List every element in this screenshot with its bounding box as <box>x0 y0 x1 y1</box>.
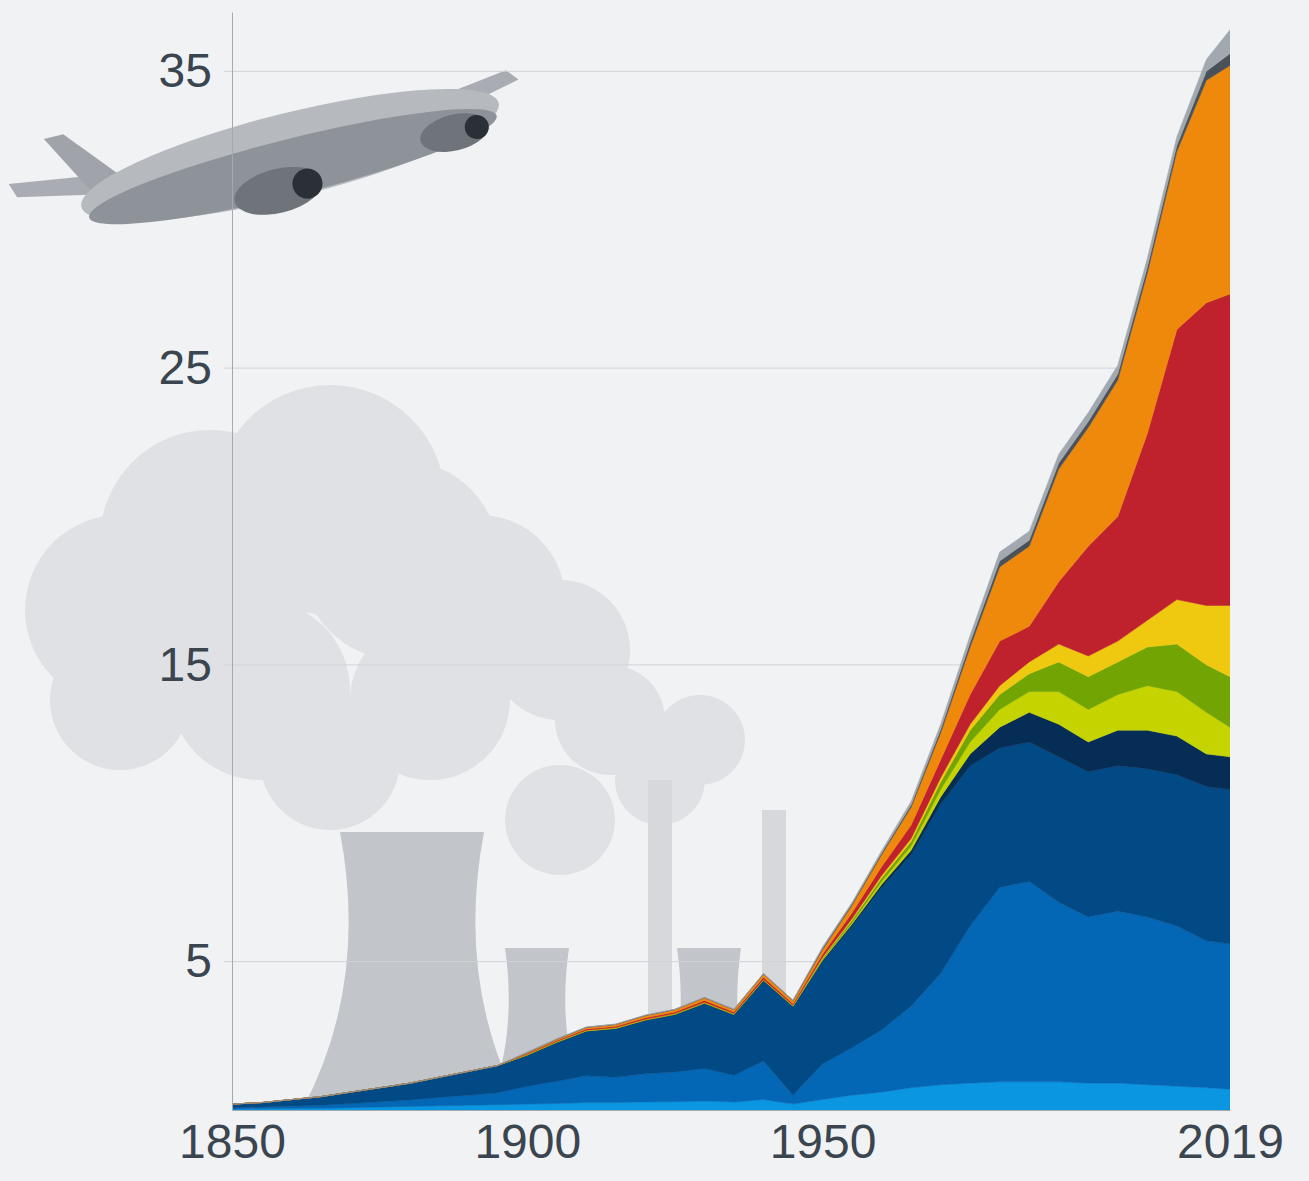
tick: 15 <box>159 638 232 691</box>
tick: 2019 <box>1177 1110 1284 1168</box>
airplane <box>0 24 536 275</box>
tick: 1850 <box>179 1110 286 1168</box>
illustration <box>0 24 786 1110</box>
x-axis: 1850 1900 1950 2019 <box>179 1110 1284 1168</box>
tick-label: 25 <box>159 341 212 394</box>
area <box>232 686 1230 1104</box>
area <box>232 712 1230 1104</box>
engine <box>416 107 493 159</box>
plot-area <box>232 30 1230 1110</box>
tick-label: 35 <box>159 44 212 97</box>
axis-line <box>233 1110 1231 1111</box>
tick-label: 1950 <box>770 1115 877 1168</box>
axis-line <box>232 13 233 1111</box>
fuselage-shade <box>82 89 503 245</box>
grid-line <box>224 368 1230 369</box>
area <box>232 65 1230 1104</box>
tick-label: 1900 <box>474 1115 581 1168</box>
area <box>232 600 1230 1104</box>
area <box>232 742 1230 1108</box>
tick: 1950 <box>770 1110 877 1168</box>
area <box>232 644 1230 1104</box>
tick: 25 <box>159 341 232 394</box>
area <box>232 294 1230 1104</box>
tick-label: 2019 <box>1177 1115 1284 1168</box>
smoke <box>655 695 745 785</box>
tick-label: 5 <box>185 934 212 987</box>
background <box>0 0 1309 1181</box>
fuselage <box>71 62 509 248</box>
tick: 35 <box>159 44 232 97</box>
tick-label: 15 <box>159 638 212 691</box>
smoke <box>260 690 400 830</box>
engine <box>229 159 327 223</box>
area <box>232 54 1230 1105</box>
engine-intake <box>289 165 325 201</box>
tick: 5 <box>185 934 232 987</box>
tick-label: 1850 <box>179 1115 286 1168</box>
area <box>232 30 1230 1104</box>
tick: 1900 <box>474 1110 581 1168</box>
chart: 5 15 25 35 1850 1900 1950 2019 <box>0 0 1309 1181</box>
smoke <box>505 765 615 875</box>
y-axis: 5 15 25 35 <box>159 13 233 1111</box>
engine-intake <box>462 112 491 141</box>
grid-line <box>224 71 1230 72</box>
area <box>232 881 1230 1109</box>
